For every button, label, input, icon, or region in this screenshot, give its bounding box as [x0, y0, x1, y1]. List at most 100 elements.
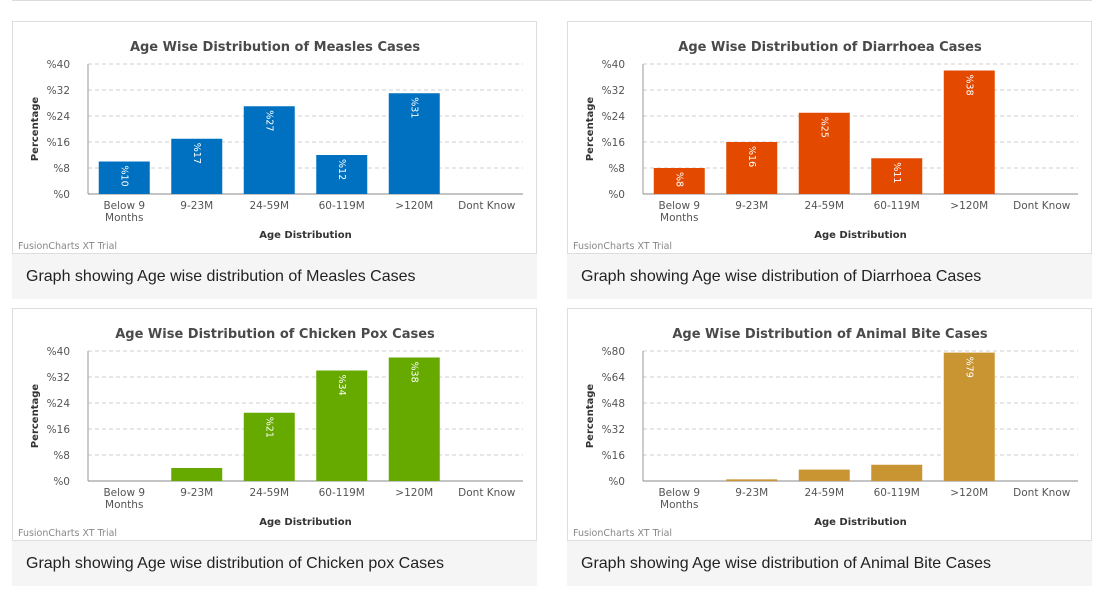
x-axis-title: Age Distribution	[259, 230, 351, 241]
x-tick-label: Dont Know	[1013, 487, 1071, 499]
x-tick-label: 24-59M	[249, 487, 289, 499]
y-tick-label: %32	[602, 424, 625, 436]
y-tick-label: %8	[53, 450, 70, 462]
measles-chart: Age Wise Distribution of Measles Cases %0…	[12, 21, 537, 254]
x-tick-label: Months	[660, 499, 698, 511]
bar	[243, 412, 295, 481]
y-tick-label: %32	[47, 372, 70, 384]
data-label: %25	[818, 117, 829, 138]
bar	[316, 155, 368, 194]
x-tick-label: Below 9	[103, 487, 145, 499]
y-tick-label: %0	[53, 189, 70, 201]
chicken-pox-chart: Age Wise Distribution of Chicken Pox Cas…	[12, 308, 537, 541]
x-tick-label: 9-23M	[735, 487, 768, 499]
y-tick-label: %32	[47, 85, 70, 97]
bar	[171, 468, 223, 481]
chart-title: Age Wise Distribution of Animal Bite Cas…	[672, 327, 988, 342]
x-tick-label: Dont Know	[1013, 200, 1071, 212]
y-tick-label: %0	[608, 189, 625, 201]
y-tick-label: %16	[47, 424, 71, 436]
y-axis-title: Percentage	[30, 97, 41, 162]
x-tick-label: Below 9	[103, 200, 145, 212]
x-tick-label: 9-23M	[180, 200, 213, 212]
y-tick-label: %24	[47, 111, 71, 123]
x-axis-title: Age Distribution	[814, 517, 906, 528]
watermark: FusionCharts XT Trial	[573, 241, 672, 252]
y-axis-title: Percentage	[585, 384, 596, 449]
x-tick-label: 60-119M	[874, 200, 920, 212]
y-tick-label: %32	[602, 85, 625, 97]
x-tick-label: >120M	[950, 200, 988, 212]
y-tick-label: %8	[608, 163, 625, 175]
y-tick-label: %8	[53, 163, 70, 175]
x-tick-label: 9-23M	[180, 487, 213, 499]
measles-chart-panel: Age Wise Distribution of Measles Cases %0…	[12, 21, 537, 299]
y-tick-label: %40	[47, 59, 70, 71]
data-label: %11	[891, 162, 902, 183]
watermark: FusionCharts XT Trial	[573, 528, 672, 539]
x-tick-label: Below 9	[658, 487, 700, 499]
bar	[388, 357, 440, 481]
top-divider	[12, 0, 1092, 1]
data-label: %16	[746, 146, 757, 167]
data-label: %38	[963, 75, 974, 96]
data-label: %27	[263, 110, 274, 131]
data-label: %21	[263, 417, 274, 438]
bar	[388, 93, 440, 194]
animal-bite-bar-chart: Age Wise Distribution of Animal Bite Cas…	[573, 327, 1078, 539]
y-tick-label: %0	[53, 476, 70, 488]
diarrhoea-chart-panel: Age Wise Distribution of Diarrhoea Cases…	[567, 21, 1092, 299]
bar	[943, 70, 995, 194]
bar	[653, 168, 705, 194]
bar	[871, 464, 923, 481]
x-tick-label: Dont Know	[458, 487, 516, 499]
watermark: FusionCharts XT Trial	[18, 241, 117, 252]
data-label: %8	[673, 172, 684, 187]
x-tick-label: Months	[105, 499, 143, 511]
data-label: %38	[408, 362, 419, 383]
watermark: FusionCharts XT Trial	[18, 528, 117, 539]
data-label: %79	[963, 357, 974, 378]
chart-title: Age Wise Distribution of Measles Cases	[130, 40, 420, 55]
diarrhoea-chart: Age Wise Distribution of Diarrhoea Cases…	[567, 21, 1092, 254]
x-tick-label: 24-59M	[804, 487, 844, 499]
bar	[871, 158, 923, 194]
y-tick-label: %80	[602, 346, 625, 358]
x-tick-label: Below 9	[658, 200, 700, 212]
bar	[316, 370, 368, 481]
bar	[726, 479, 778, 481]
animal-bite-chart-panel: Age Wise Distribution of Animal Bite Cas…	[567, 308, 1092, 586]
diarrhoea-chart-caption: Graph showing Age wise distribution of D…	[567, 254, 1092, 299]
bar	[98, 161, 150, 194]
x-tick-label: 60-119M	[874, 487, 920, 499]
x-axis-title: Age Distribution	[814, 230, 906, 241]
y-tick-label: %16	[602, 137, 626, 149]
x-tick-label: >120M	[395, 487, 433, 499]
x-tick-label: 9-23M	[735, 200, 768, 212]
x-tick-label: >120M	[950, 487, 988, 499]
bar	[798, 112, 850, 194]
chicken-pox-chart-caption: Graph showing Age wise distribution of C…	[12, 541, 537, 586]
chicken-pox-chart-panel: Age Wise Distribution of Chicken Pox Cas…	[12, 308, 537, 586]
x-tick-label: 60-119M	[319, 200, 365, 212]
bar	[943, 352, 995, 481]
data-label: %31	[408, 97, 419, 118]
y-tick-label: %64	[602, 372, 626, 384]
y-tick-label: %16	[47, 137, 71, 149]
bar	[171, 138, 223, 194]
data-label: %34	[336, 375, 347, 396]
measles-bar-chart: Age Wise Distribution of Measles Cases %0…	[18, 40, 523, 252]
x-axis-title: Age Distribution	[259, 517, 351, 528]
data-label: %12	[336, 159, 347, 180]
measles-chart-caption: Graph showing Age wise distribution of M…	[12, 254, 537, 299]
chicken-pox-bar-chart: Age Wise Distribution of Chicken Pox Cas…	[18, 327, 523, 539]
animal-bite-chart: Age Wise Distribution of Animal Bite Cas…	[567, 308, 1092, 541]
y-tick-label: %16	[602, 450, 626, 462]
chart-title: Age Wise Distribution of Diarrhoea Cases	[678, 40, 982, 55]
chart-title: Age Wise Distribution of Chicken Pox Cas…	[115, 327, 435, 342]
y-axis-title: Percentage	[30, 384, 41, 449]
y-tick-label: %24	[602, 111, 626, 123]
y-tick-label: %24	[47, 398, 71, 410]
y-tick-label: %0	[608, 476, 625, 488]
x-tick-label: >120M	[395, 200, 433, 212]
